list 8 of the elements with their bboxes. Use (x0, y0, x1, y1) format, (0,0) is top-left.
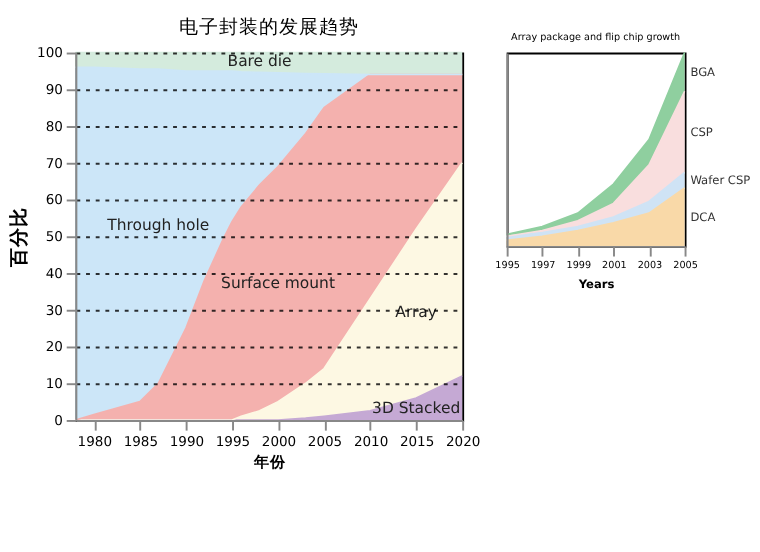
series-label: 3D Stacked (372, 398, 461, 417)
y-axis-title: 百分比 (7, 207, 32, 270)
chart-title: 电子封装的发展趋势 (178, 15, 359, 40)
series-label: Array (395, 303, 438, 322)
series-label: Surface mount (221, 273, 335, 292)
series-label: Bare die (227, 52, 293, 71)
series-label: Through hole (105, 216, 210, 235)
x-axis-title: 年份 (251, 453, 288, 472)
